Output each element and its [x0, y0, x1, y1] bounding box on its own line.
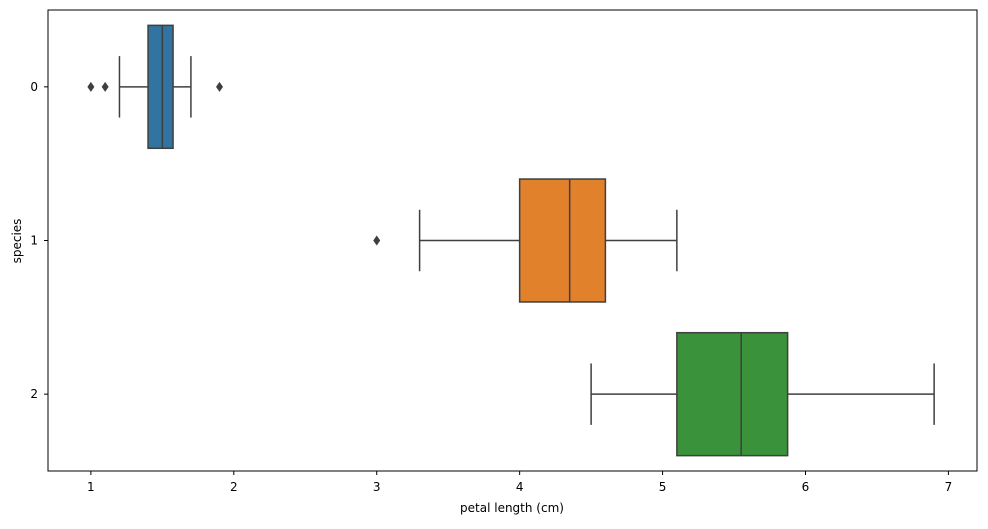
x-tick-label: 1: [87, 480, 95, 494]
box-0: [147, 24, 174, 150]
outlier-point: [216, 81, 224, 92]
y-tick-label: 0: [30, 80, 38, 94]
x-tick-label: 2: [230, 480, 238, 494]
x-axis-label: petal length (cm): [460, 501, 564, 515]
x-tick-label: 4: [516, 480, 524, 494]
outlier-point: [373, 235, 381, 246]
x-tick-label: 7: [945, 480, 953, 494]
box-1: [518, 178, 607, 303]
y-tick-label: 1: [30, 234, 38, 248]
outlier-point: [101, 81, 109, 92]
x-tick-label: 5: [659, 480, 667, 494]
y-axis-label: species: [10, 219, 24, 264]
x-tick-label: 6: [802, 480, 810, 494]
outlier-point: [87, 81, 95, 92]
y-tick-label: 2: [30, 387, 38, 401]
box-2: [676, 331, 789, 457]
x-tick-label: 3: [373, 480, 381, 494]
